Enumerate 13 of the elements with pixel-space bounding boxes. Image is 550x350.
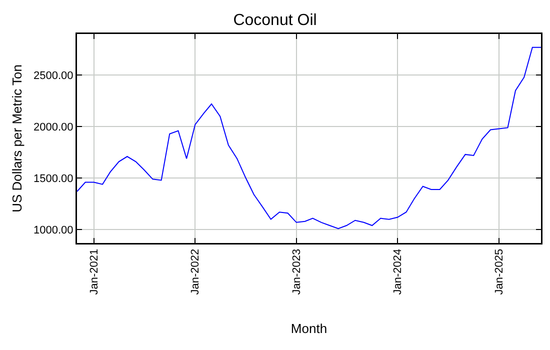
y-tick-label: 2500.00: [34, 70, 74, 82]
x-tick-label: Jan-2023: [290, 248, 303, 295]
x-axis-title: Month: [290, 321, 328, 336]
x-tick-label: Jan-2025: [494, 248, 506, 295]
y-tick-label: 1000.00: [34, 224, 74, 236]
y-tick-label: 1500.00: [34, 172, 74, 185]
x-tick-label: Jan-2021: [88, 248, 100, 295]
chart-title: Coconut Oil: [233, 12, 317, 29]
line-series: [77, 46, 541, 230]
x-tick-label: Jan-2024: [392, 248, 404, 295]
x-tick-label: Jan-2022: [190, 248, 202, 295]
y-tick-label: 2000.00: [34, 122, 74, 134]
y-axis-title: US Dollars per Metric Ton: [10, 64, 25, 212]
